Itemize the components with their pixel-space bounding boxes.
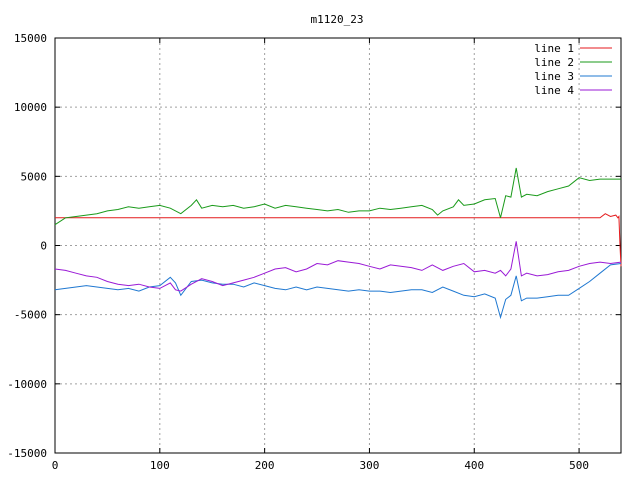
y-tick-label: -5000: [14, 309, 47, 322]
y-tick-label: 0: [40, 240, 47, 253]
x-tick-label: 200: [255, 459, 275, 472]
y-tick-label: 15000: [14, 32, 47, 45]
y-tick-label: 10000: [14, 101, 47, 114]
legend-label-2: line 2: [534, 56, 574, 69]
legend-label-4: line 4: [534, 84, 574, 97]
legend-label-1: line 1: [534, 42, 574, 55]
legend-label-3: line 3: [534, 70, 574, 83]
x-tick-label: 400: [464, 459, 484, 472]
chart-grid: [55, 38, 621, 453]
series-line-4: [54, 241, 622, 292]
chart-axes: 0 100 200 300 400 500 -15000 -10000 -5000 0 5000 10…: [7, 32, 622, 472]
series-line-3: [54, 263, 622, 320]
x-tick-label: 0: [52, 459, 59, 472]
series-line-1: [55, 213, 622, 267]
x-tick-label: 500: [569, 459, 589, 472]
chart-title: m1120_23: [311, 13, 364, 26]
y-tick-label: -10000: [7, 378, 47, 391]
y-tick-label: 5000: [21, 170, 48, 183]
x-tick-label: 100: [150, 459, 170, 472]
chart-series: [54, 167, 622, 320]
series-line-2: [54, 167, 621, 226]
x-tick-label: 300: [360, 459, 380, 472]
y-tick-label: -15000: [7, 447, 47, 460]
